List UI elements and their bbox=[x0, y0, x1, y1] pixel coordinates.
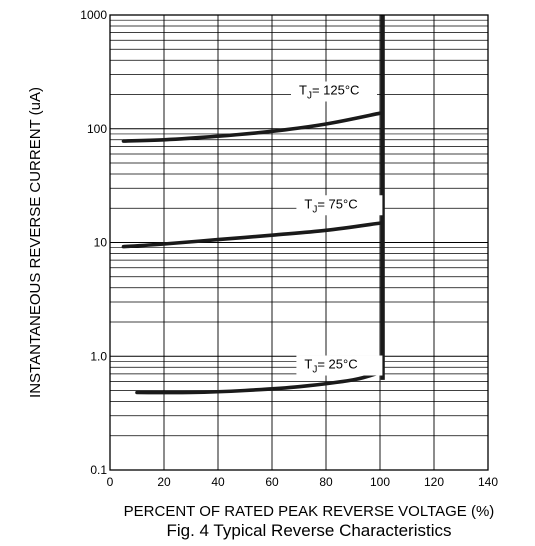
y-tick-label: 100 bbox=[87, 122, 107, 136]
curve-label: TJ= 125°C bbox=[291, 81, 377, 102]
x-axis-ticks: 0 20 40 60 80 100 120 140 bbox=[107, 475, 499, 489]
curve-labels: TJ= 125°C TJ= 75°C TJ= 25°C bbox=[291, 81, 383, 376]
y-tick-label: 0.1 bbox=[90, 463, 107, 477]
curve-label-background bbox=[296, 195, 383, 216]
x-tick-label: 140 bbox=[478, 475, 498, 489]
y-axis-ticks: 0.1 1.0 10 100 1000 bbox=[80, 8, 107, 477]
x-tick-label: 20 bbox=[157, 475, 171, 489]
y-tick-label: 10 bbox=[94, 236, 108, 250]
series-curve bbox=[121, 111, 382, 143]
y-tick-label: 1000 bbox=[80, 8, 107, 22]
plot-frame bbox=[109, 14, 489, 471]
curve-label-text: TJ= 25°C bbox=[304, 357, 357, 376]
x-axis-title: PERCENT OF RATED PEAK REVERSE VOLTAGE (%… bbox=[124, 503, 495, 520]
x-tick-label: 60 bbox=[265, 475, 279, 489]
x-tick-label: 80 bbox=[319, 475, 333, 489]
series-curve bbox=[135, 370, 382, 395]
x-tick-label: 100 bbox=[370, 475, 390, 489]
y-axis-title: INSTANTANEOUS REVERSE CURRENT (uA) bbox=[27, 87, 44, 398]
curve-label-text: TJ= 75°C bbox=[304, 196, 357, 215]
curve-label: TJ= 75°C bbox=[296, 195, 383, 216]
x-tick-label: 120 bbox=[424, 475, 444, 489]
y-tick-label: 1.0 bbox=[90, 349, 107, 363]
curve-label-background bbox=[296, 355, 383, 376]
curve-label-text: TJ= 125°C bbox=[299, 83, 359, 102]
curve-label-background bbox=[291, 81, 377, 102]
figure-caption: Fig. 4 Typical Reverse Characteristics bbox=[166, 521, 451, 540]
x-tick-label: 0 bbox=[107, 475, 114, 489]
series-curve bbox=[121, 221, 382, 249]
grid bbox=[110, 15, 488, 471]
series-layer bbox=[121, 15, 385, 395]
x-tick-label: 40 bbox=[211, 475, 225, 489]
curve-label: TJ= 25°C bbox=[296, 355, 383, 376]
